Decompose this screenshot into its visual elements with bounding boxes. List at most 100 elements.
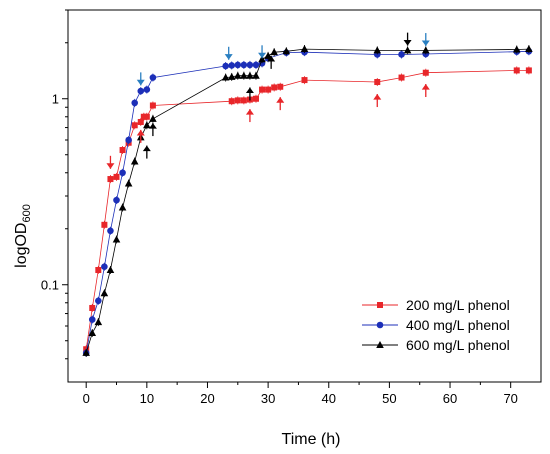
x-tick-label: 30 [261,391,275,406]
data-point [228,98,235,105]
phase-arrowhead [142,145,151,152]
data-point [137,87,145,95]
legend-item-3: 600 mg/L phenol [362,337,510,353]
data-point [107,176,114,183]
phase-arrowhead [421,40,430,47]
data-point [140,113,147,120]
data-point [95,267,102,274]
data-point [149,102,156,109]
series-line [85,70,529,350]
phase-arrowhead [276,97,285,103]
data-point [149,74,157,81]
phase-arrowhead [258,52,267,59]
x-tick-label: 40 [322,391,336,406]
data-point [259,86,266,93]
legend-marker [377,302,383,308]
x-tick-label: 20 [200,391,214,406]
data-point [234,97,241,104]
data-point [89,304,96,311]
data-point [252,95,259,102]
data-point [246,71,254,79]
data-point [252,61,260,69]
data-point [119,147,126,154]
data-point [240,61,248,69]
data-point [265,86,272,93]
data-point [82,348,90,356]
phase-arrowhead [403,40,412,46]
phase-arrowhead [148,123,157,129]
phase-arrowhead [106,163,115,169]
legend-label: 400 mg/L phenol [406,317,510,333]
annotation-arrows [106,32,430,169]
data-point [106,266,115,274]
data-point [240,97,247,104]
data-point [512,45,521,53]
data-point [277,83,284,90]
data-point [88,316,96,323]
legend-marker [376,321,384,329]
x-tick-label: 10 [140,391,154,406]
data-point [131,99,139,107]
series-line [85,48,529,354]
data-point [107,227,114,235]
data-point [373,46,382,54]
data-point [252,71,260,79]
data-point [101,263,108,271]
x-axis: 0 10 20 30 40 50 60 70 [83,382,518,406]
x-tick-label: 70 [503,391,517,406]
y-axis-title-main: logOD [13,223,30,268]
data-point [94,318,103,326]
data-point [525,45,533,53]
data-point [422,69,429,76]
data-point [100,289,109,297]
data-point [101,221,108,228]
y-tick-label: 0.1 [41,278,59,293]
data-point [258,55,266,63]
data-point [143,113,150,120]
data-point [513,67,520,74]
data-point [403,46,412,54]
data-point [131,122,138,129]
x-axis-title: Time (h) [282,431,341,448]
data-point [300,45,309,53]
data-point [125,136,132,144]
data-point [221,73,230,81]
data-point [227,72,236,80]
y-axis: 0.11 [41,9,68,360]
data-point [271,84,278,91]
data-point [95,297,102,305]
data-point [119,169,126,177]
data-point [130,157,139,165]
data-point [112,235,121,243]
data-point [233,71,242,79]
y-axis-title-subscript: 600 [21,204,33,222]
data-point [124,179,133,187]
data-point [143,121,151,129]
data-point [240,71,248,79]
data-point [143,86,151,93]
data-point [118,203,127,211]
phase-arrowhead [373,94,382,100]
data-point [246,61,254,69]
y-tick-label: 1 [52,92,59,107]
legend-item-1: 200 mg/L phenol [362,297,510,313]
data-point [88,329,97,337]
data-point [374,79,381,86]
data-point [398,51,405,58]
data-point [282,47,291,55]
data-point [113,173,120,180]
phase-arrowhead [224,54,233,60]
series-layer [82,45,533,357]
data-point [113,196,120,204]
x-tick-label: 60 [443,391,457,406]
data-point [149,114,157,122]
phase-arrowhead [421,84,430,90]
phase-arrowhead [245,109,254,115]
phase-arrowhead [245,87,254,94]
legend-marker [376,341,384,348]
x-tick-label: 0 [83,391,90,406]
legend-item-2: 400 mg/L phenol [362,317,510,333]
x-tick-label: 50 [382,391,396,406]
data-point [525,67,532,74]
data-point [228,62,236,69]
